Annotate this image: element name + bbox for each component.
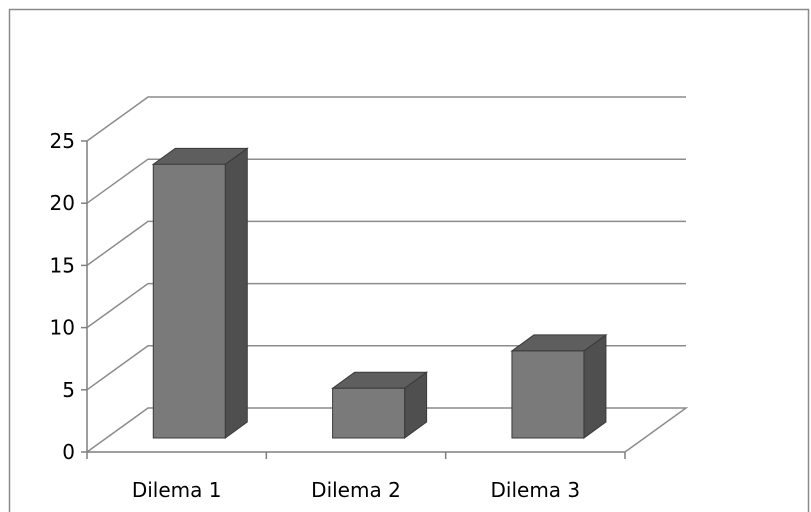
y-tick-label: 5: [62, 378, 75, 402]
bar-side-face: [224, 147, 248, 439]
bar-3: [510, 333, 608, 439]
y-tick-label: 20: [50, 191, 75, 215]
gridline: [86, 282, 686, 329]
y-tick-label: 0: [62, 440, 75, 464]
bar-front-face: [332, 387, 406, 439]
axis-layer: [81, 140, 626, 459]
y-tick-label: 25: [50, 129, 75, 153]
gridline: [86, 158, 686, 204]
gridline: [86, 220, 686, 267]
gridline: [86, 345, 686, 391]
bar-layer: [151, 147, 608, 439]
x-category-label: Dilema 1: [132, 478, 222, 502]
y-tick-label: 15: [50, 253, 75, 277]
chart-border: [8, 8, 810, 512]
bar-front-face: [152, 163, 226, 439]
gridline: [86, 96, 686, 142]
label-layer: 0 5 10 15 20 25 Dilema 1 Dilema 2 Dilema 3: [50, 129, 581, 502]
bar-1: [151, 147, 249, 439]
bar-2: [331, 371, 429, 439]
grid-layer: [86, 96, 689, 453]
bar-front-face: [511, 350, 585, 439]
y-tick-label: 10: [50, 316, 75, 340]
x-category-label: Dilema 3: [491, 478, 581, 502]
x-category-label: Dilema 2: [311, 478, 401, 502]
bar-side-face: [583, 333, 607, 439]
